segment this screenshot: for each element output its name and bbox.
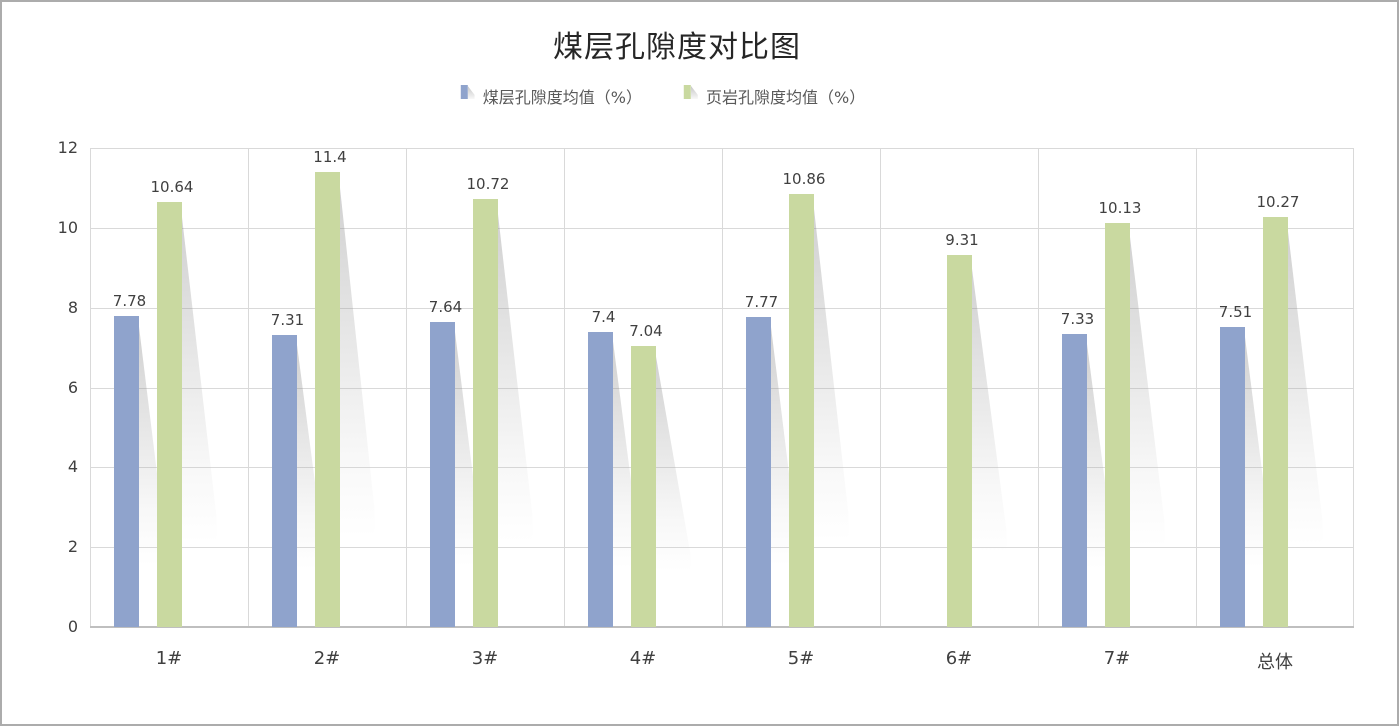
data-label: 10.13 xyxy=(1098,198,1142,217)
bar-shadow xyxy=(1286,219,1323,615)
data-label: 7.4 xyxy=(591,307,616,326)
bar-shadow xyxy=(1128,224,1165,615)
bar-shadow xyxy=(496,201,533,615)
bar-shadow xyxy=(338,173,375,614)
y-tick-label: 6 xyxy=(67,377,78,397)
data-label: 7.33 xyxy=(1060,310,1095,329)
bar-shadow xyxy=(654,347,691,619)
legend-label-coal: 煤层孔隙度均值（%） xyxy=(482,88,642,107)
data-label: 10.72 xyxy=(466,175,510,194)
bar-shale-2# xyxy=(314,171,340,627)
x-tick-label-6#: 6# xyxy=(945,648,973,669)
data-label: 7.04 xyxy=(629,321,663,340)
y-tick-label: 0 xyxy=(67,617,78,636)
x-tick-label-总体: 总体 xyxy=(1257,652,1293,673)
gridline-vertical xyxy=(564,148,565,627)
bar-shadow xyxy=(180,204,217,615)
bar-coal-2# xyxy=(272,335,297,627)
bar-shale-6# xyxy=(946,255,972,627)
chart-title: 煤层孔隙度对比图 xyxy=(553,30,801,65)
y-tick-label: 2 xyxy=(67,537,78,557)
y-tick-label: 12 xyxy=(57,138,78,157)
bar-shale-总体 xyxy=(1262,217,1288,627)
y-tick-label: 8 xyxy=(67,297,78,317)
data-label: 9.31 xyxy=(945,231,979,250)
legend-item-coal: 煤层孔隙度均值（%） xyxy=(460,84,642,108)
legend: 煤层孔隙度均值（%） 页岩孔隙度均值（%） xyxy=(460,84,865,108)
x-tick-label-1#: 1# xyxy=(155,648,183,669)
gridline-vertical xyxy=(1353,148,1354,627)
x-tick-label-7#: 7# xyxy=(1103,648,1131,669)
x-tick-label-2#: 2# xyxy=(313,648,341,669)
gridline-vertical xyxy=(248,148,249,627)
bar-shale-3# xyxy=(472,199,498,627)
x-axis-line xyxy=(90,626,1354,628)
x-tick-label-4#: 4# xyxy=(629,648,657,669)
data-label: 11.4 xyxy=(313,147,347,166)
gridline-vertical xyxy=(1038,148,1039,627)
data-label: 7.77 xyxy=(744,292,779,311)
gridline-vertical xyxy=(880,148,881,627)
shale-bar-marker-icon xyxy=(684,85,699,101)
plot-area: 7.78 10.64 7.31 11.4 7.64 10.72 7.4 7.04 7.77 10.… xyxy=(90,148,1354,627)
y-tick-label: 10 xyxy=(57,217,78,237)
bar-shadow xyxy=(812,195,849,615)
bar-coal-总体 xyxy=(1220,327,1245,627)
bar-coal-3# xyxy=(430,322,455,627)
coal-bar-marker-icon xyxy=(460,85,476,101)
legend-label-shale: 页岩孔隙度均值（%） xyxy=(706,88,866,107)
data-label: 7.31 xyxy=(270,311,305,330)
bar-coal-7# xyxy=(1062,334,1087,627)
bar-shadow xyxy=(970,257,1007,616)
y-tick-label: 4 xyxy=(67,457,78,477)
legend-item-shale: 页岩孔隙度均值（%） xyxy=(684,84,865,108)
x-tick-label-5#: 5# xyxy=(787,648,815,669)
gridline-vertical xyxy=(722,148,723,627)
data-label: 7.64 xyxy=(428,298,463,317)
gridline-vertical xyxy=(1196,148,1197,627)
bar-shale-1# xyxy=(156,202,182,627)
x-tick-label-3#: 3# xyxy=(471,648,499,669)
bar-coal-5# xyxy=(746,316,771,627)
data-label: 10.86 xyxy=(782,169,826,188)
data-label: 10.27 xyxy=(1256,193,1300,212)
data-label: 10.64 xyxy=(150,178,194,197)
bar-shale-4# xyxy=(630,345,656,627)
data-label: 7.51 xyxy=(1218,303,1253,322)
bar-shale-7# xyxy=(1104,222,1130,627)
bar-coal-1# xyxy=(114,316,139,627)
bar-coal-4# xyxy=(588,331,613,627)
bar-shale-5# xyxy=(788,193,814,627)
gridline-vertical xyxy=(90,148,91,627)
gridline-vertical xyxy=(406,148,407,627)
data-label: 7.78 xyxy=(112,292,147,311)
